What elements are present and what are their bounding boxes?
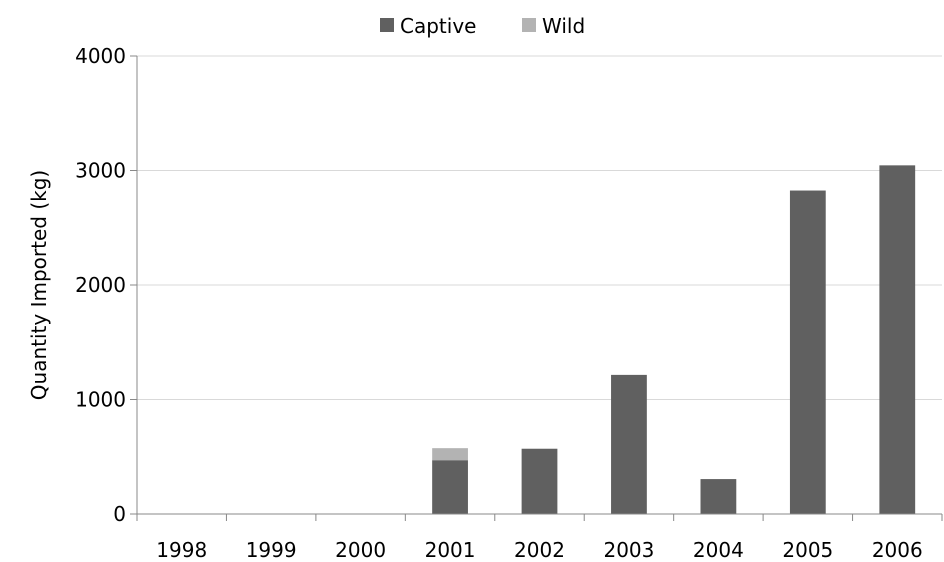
x-tick-label: 2004	[693, 538, 744, 562]
x-tick-label: 2005	[782, 538, 833, 562]
bar-wild-2001	[432, 448, 468, 461]
x-tick-label: 2006	[872, 538, 923, 562]
x-tick-label: 2000	[335, 538, 386, 562]
x-tick-label: 1998	[156, 538, 207, 562]
bar-captive-2006	[879, 165, 916, 514]
bars	[432, 165, 916, 514]
bar-captive-2001	[432, 460, 468, 514]
x-tick-label: 1999	[246, 538, 297, 562]
legend-label-captive: Captive	[400, 14, 476, 38]
x-tick-label: 2002	[514, 538, 565, 562]
x-tick-label: 2003	[603, 538, 654, 562]
y-tick-label: 2000	[75, 273, 126, 297]
x-tick-label: 2001	[425, 538, 476, 562]
y-tick-label: 0	[113, 502, 126, 526]
legend-label-wild: Wild	[542, 14, 585, 38]
y-tick-label: 4000	[75, 44, 126, 68]
bar-captive-2003	[611, 374, 647, 514]
bar-captive-2004	[700, 479, 737, 514]
bar-captive-2005	[789, 190, 826, 514]
y-tick-label: 3000	[75, 159, 126, 183]
legend-swatch-captive	[380, 18, 394, 32]
y-tick-label: 1000	[75, 388, 126, 412]
y-axis-title: Quantity Imported (kg)	[27, 170, 51, 400]
legend: Captive Wild	[380, 14, 585, 38]
y-axis-ticks: 0 1000 2000 3000 4000	[75, 44, 137, 526]
bar-captive-2002	[521, 448, 558, 514]
x-axis-ticks: 1998 1999 2000 2001 2002 2003 2004 2005 2006	[136, 514, 943, 562]
legend-swatch-wild	[522, 18, 536, 32]
